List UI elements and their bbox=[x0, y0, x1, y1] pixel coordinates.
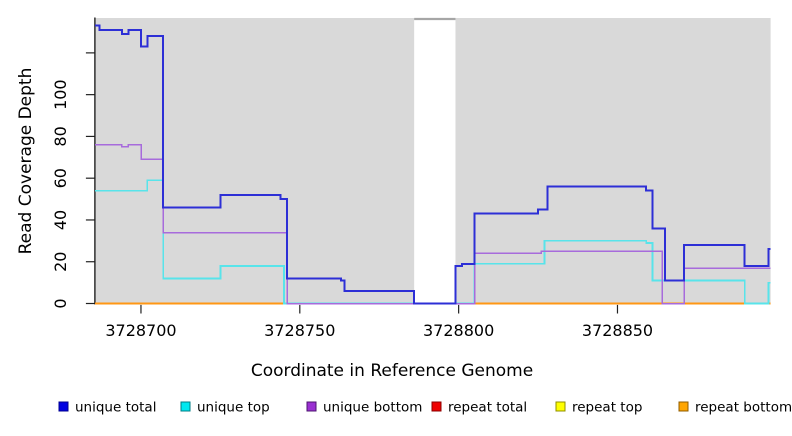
series-unique-total bbox=[94, 24, 771, 305]
y-tick-label: 0 bbox=[51, 298, 70, 308]
x-tick-label: 3728800 bbox=[423, 321, 494, 340]
x-tick-label: 3728750 bbox=[264, 321, 335, 340]
legend-label: unique total bbox=[75, 400, 156, 416]
axes-layer: 0 20 40 60 80 100 3728700 3728750 3728800 3728850 bbox=[51, 17, 653, 340]
y-axis-title: Read Coverage Depth bbox=[16, 68, 36, 255]
legend-item: repeat bottom bbox=[678, 400, 792, 416]
legend-item: unique total bbox=[58, 400, 156, 416]
x-axis-title: Coordinate in Reference Genome bbox=[251, 361, 533, 381]
legend: unique total unique top unique bottom repea… bbox=[58, 400, 792, 416]
x-tick-label: 3728850 bbox=[582, 321, 653, 340]
legend-item: unique top bbox=[180, 400, 270, 416]
y-tick-label: 60 bbox=[51, 168, 70, 188]
legend-label: unique top bbox=[197, 400, 270, 416]
series-lines-layer bbox=[94, 24, 771, 305]
legend-label: repeat bottom bbox=[695, 400, 792, 416]
legend-item: repeat top bbox=[555, 400, 642, 416]
y-tick-label: 20 bbox=[51, 252, 70, 272]
legend-label: unique bottom bbox=[323, 400, 422, 416]
legend-item: unique bottom bbox=[306, 400, 422, 416]
y-tick-label: 80 bbox=[51, 126, 70, 146]
legend-item: repeat total bbox=[431, 400, 527, 416]
legend-swatch bbox=[180, 401, 191, 412]
y-tick-label: 100 bbox=[51, 79, 70, 110]
legend-swatch bbox=[306, 401, 317, 412]
legend-swatch bbox=[555, 401, 566, 412]
y-tick-label: 40 bbox=[51, 210, 70, 230]
legend-label: repeat total bbox=[448, 400, 527, 416]
legend-swatch bbox=[431, 401, 442, 412]
plot-background-layer bbox=[94, 17, 771, 305]
coverage-gap-band bbox=[414, 18, 456, 305]
legend-swatch bbox=[58, 401, 69, 412]
x-tick-label: 3728700 bbox=[105, 321, 176, 340]
legend-label: repeat top bbox=[572, 400, 642, 416]
legend-swatch bbox=[678, 401, 689, 412]
